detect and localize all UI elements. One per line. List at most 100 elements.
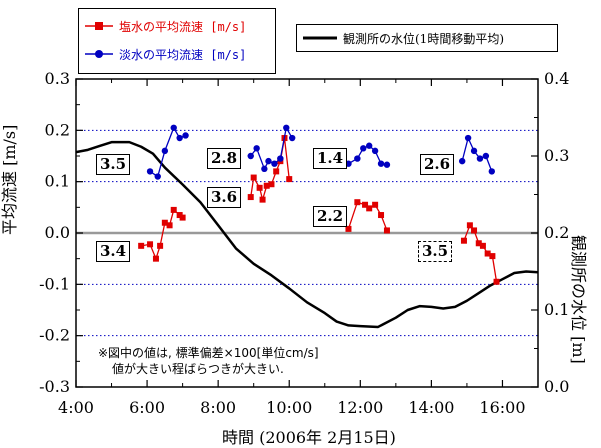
- fresh-point-3-4: [482, 152, 490, 160]
- x-tick-label-5: 14:00: [408, 398, 454, 417]
- fresh-point-1-3: [265, 157, 272, 165]
- salt-point-0-2: [152, 255, 159, 262]
- salt-point-2-0: [345, 225, 352, 232]
- x-tick-label-1: 6:00: [129, 398, 165, 417]
- salt-point-2-4: [372, 201, 379, 208]
- legend-markers: [85, 22, 113, 58]
- fresh-point-2-6: [383, 161, 391, 168]
- x-tick-label-3: 10:00: [266, 398, 312, 417]
- fresh-point-2-4: [371, 147, 379, 155]
- fresh-point-3-1: [464, 134, 472, 142]
- y-right-tick-label-4: 0.0: [544, 377, 569, 396]
- y-left-tick-label-3: 0.0: [45, 223, 70, 242]
- y-right-tick-label-1: 0.3: [544, 146, 569, 165]
- fresh-point-1-5: [277, 155, 284, 162]
- y-left-tick-label-5: -0.2: [39, 326, 70, 345]
- fresh-point-1-6: [283, 124, 290, 131]
- salt-point-0-4: [161, 219, 168, 226]
- y-left-tick-label-0: 0.3: [45, 69, 70, 88]
- fresh-point-3-0: [458, 157, 466, 165]
- y-right-tick-label-0: 0.4: [544, 69, 569, 88]
- salt-point-2-1: [354, 199, 361, 206]
- salt-point-0-6: [170, 206, 177, 213]
- salt-point-2-6: [383, 227, 390, 234]
- salt-point-2-2: [362, 201, 369, 208]
- x-tick-label-2: 8:00: [200, 398, 236, 417]
- x-tick-label-0: 4:00: [58, 398, 94, 417]
- salt-point-3-3: [475, 240, 482, 247]
- fresh-point-3-2: [470, 147, 478, 155]
- fresh-point-1-0: [247, 152, 254, 160]
- salt-point-2-5: [378, 212, 385, 219]
- fresh-point-3-3: [476, 155, 484, 162]
- salt-point-3-7: [493, 278, 500, 285]
- y-left-tick-label-6: -0.3: [39, 377, 70, 396]
- legend-salt-fresh: 塩水の平均流速 [m/s] 淡水の平均流速 [m/s]: [78, 8, 276, 74]
- fresh-point-1-7: [288, 134, 296, 142]
- series-water-level: [75, 140, 539, 329]
- salt-point-3-2: [471, 227, 478, 234]
- salt-point-0-8: [179, 214, 186, 221]
- sd-label-salt-1: 3.4: [96, 241, 131, 262]
- sd-label-salt-4: 3.5: [418, 241, 453, 262]
- fresh-point-2-5: [377, 160, 385, 167]
- salt-point-0-3: [157, 242, 164, 249]
- fresh-point-2-3: [365, 142, 373, 149]
- fresh-point-1-1: [253, 145, 260, 152]
- sd-label-salt-3: 2.2: [313, 206, 348, 227]
- salt-point-3-6: [489, 253, 496, 260]
- y-right-tick-label-2: 0.2: [544, 223, 569, 242]
- y-axis-title-right: 観測所の水位 [m]: [569, 235, 588, 364]
- salt-point-1-3: [259, 196, 266, 203]
- y-left-tick-label-2: 0.1: [45, 172, 70, 191]
- series-fresh-segment-1: [250, 125, 293, 171]
- fresh-point-0-0: [146, 168, 154, 175]
- fresh-point-2-1: [354, 155, 361, 162]
- x-tick-label-4: 12:00: [337, 398, 383, 417]
- fresh-point-0-4: [176, 134, 183, 142]
- salt-point-3-4: [479, 242, 486, 249]
- fresh-point-3-5: [488, 168, 495, 175]
- legend-fresh-marker: [95, 50, 103, 58]
- legend-salt-label: 塩水の平均流速 [m/s]: [119, 20, 247, 34]
- salt-point-0-5: [166, 222, 173, 229]
- fresh-point-2-2: [360, 145, 367, 152]
- fresh-point-0-1: [154, 173, 161, 180]
- salt-point-1-1: [250, 174, 257, 181]
- sd-label-salt-2: 3.6: [207, 187, 242, 208]
- legend-level: 観測所の水位(1時間移動平均): [296, 24, 558, 52]
- salt-point-1-9: [286, 176, 293, 183]
- legend-level-marker: [303, 36, 337, 40]
- y-left-tick-label-1: 0.2: [45, 120, 70, 139]
- salt-point-0-0: [138, 242, 145, 249]
- salt-point-1-2: [256, 184, 263, 191]
- salt-point-1-6: [273, 168, 280, 175]
- salt-point-1-4: [263, 182, 270, 189]
- salt-point-3-5: [484, 250, 491, 257]
- legend-salt-marker: [95, 22, 103, 30]
- y-right-tick-label-3: 0.1: [544, 300, 569, 319]
- fresh-point-0-5: [182, 132, 189, 139]
- sd-label-fresh-4: 2.6: [420, 154, 455, 175]
- salt-point-1-5: [268, 181, 275, 188]
- y-left-tick-label-4: -0.1: [39, 274, 70, 293]
- y-axis-title-left: 平均流速 [m/s]: [0, 124, 19, 235]
- sd-label-fresh-3: 1.4: [313, 148, 348, 169]
- legend-level-label: 観測所の水位(1時間移動平均): [343, 32, 504, 46]
- sd-label-fresh-2: 2.8: [207, 148, 242, 169]
- salt-point-1-0: [247, 194, 254, 201]
- salt-point-0-1: [147, 241, 154, 248]
- x-tick-label-6: 16:00: [479, 398, 525, 417]
- legend-fresh-label: 淡水の平均流速 [m/s]: [119, 48, 247, 62]
- fresh-point-0-2: [161, 147, 169, 155]
- fresh-point-1-2: [261, 165, 268, 173]
- fresh-point-1-4: [271, 160, 278, 167]
- series-salt-segment-0: [141, 208, 184, 261]
- fresh-point-0-3: [170, 124, 177, 131]
- salt-point-2-3: [366, 205, 373, 212]
- note-line-2: 値が大きい程ばらつきが大きい.: [112, 362, 284, 376]
- x-axis-title: 時間 (2006年 2月15日): [222, 428, 396, 447]
- salt-point-3-1: [466, 222, 473, 229]
- note-line-1: ※図中の値は, 標準偏差×100[単位cm/s]: [98, 346, 319, 360]
